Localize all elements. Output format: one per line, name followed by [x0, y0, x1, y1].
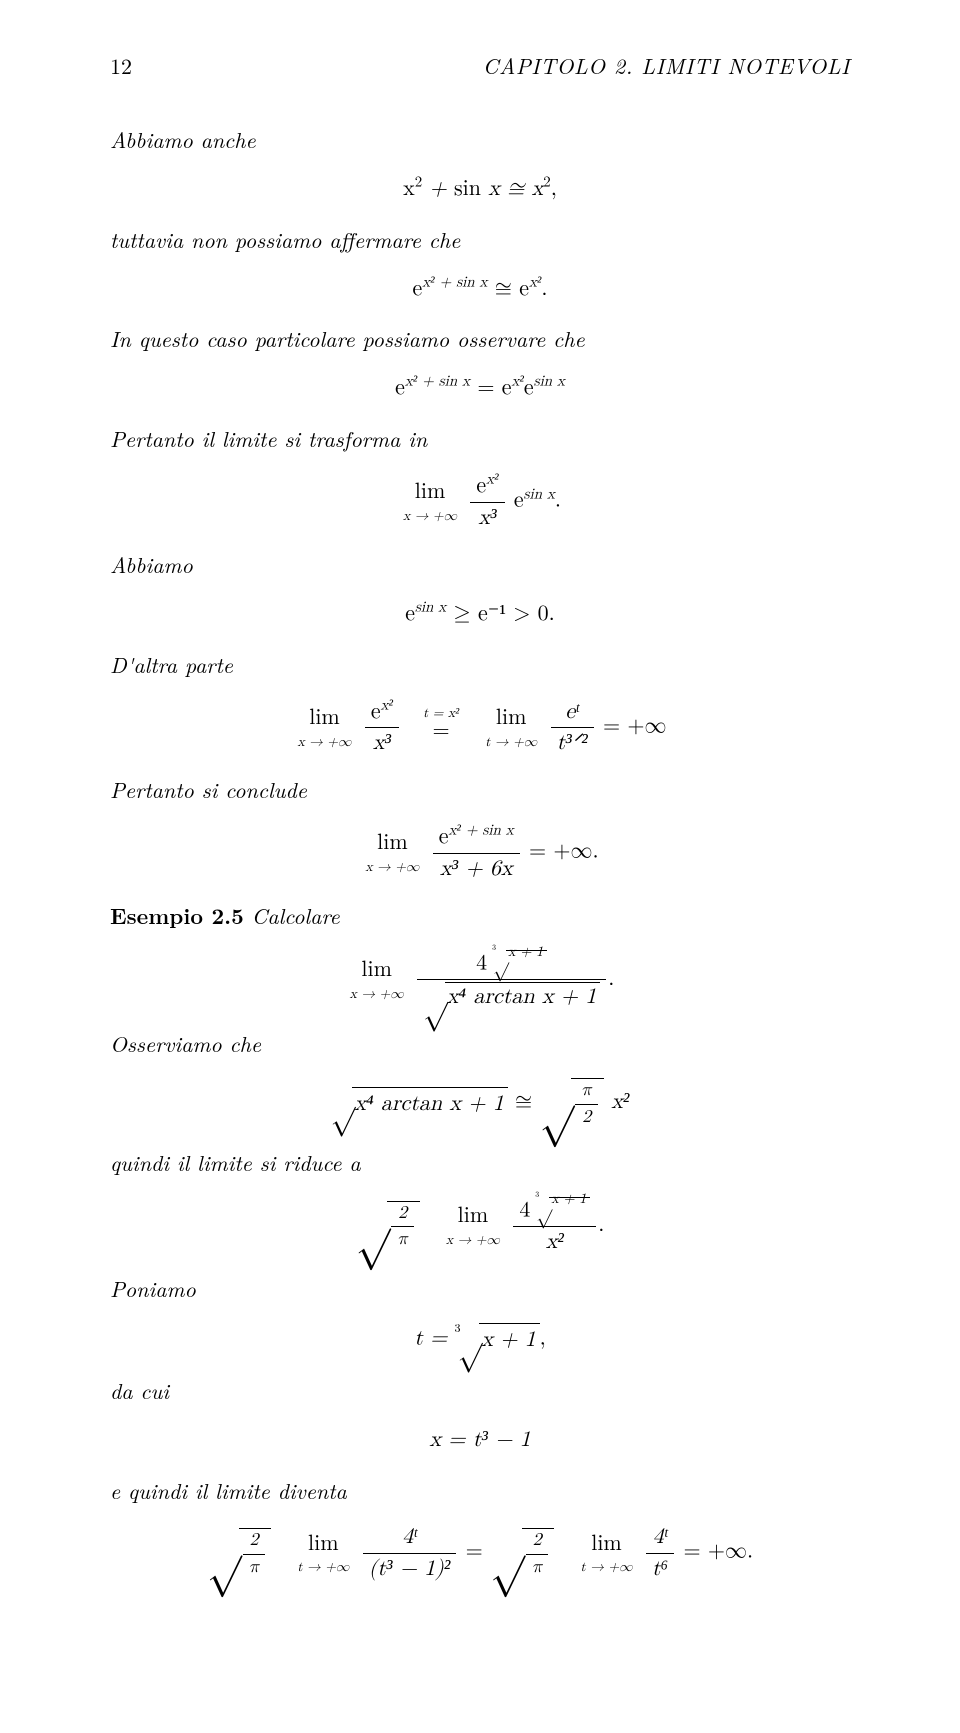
frac-13b: 4ᵗ t⁶: [646, 1524, 674, 1582]
page-number: 12: [110, 50, 132, 82]
den: x³: [470, 503, 504, 531]
lim-op-13b: lim t → +∞: [580, 1529, 632, 1579]
para-6: D'altra parte: [110, 649, 850, 681]
lim-sub: x → +∞: [403, 507, 457, 527]
subst-stack: t = x² =: [423, 707, 459, 749]
rel-9: ≅: [515, 1091, 539, 1113]
para-4: Pertanto il limite si trasforma in: [110, 423, 850, 455]
dot-4: .: [555, 490, 561, 512]
dot: .: [541, 278, 547, 300]
lim-op-13a: lim t → +∞: [297, 1529, 349, 1579]
exp-3c: sin x: [534, 374, 565, 389]
sqrt-13b: √ 2 π: [490, 1528, 554, 1578]
equation-8: lim x → +∞ 4 3 √ x + 1 √ x⁴ arctan x + 1: [110, 950, 850, 1011]
lim-op-10: lim x → +∞: [446, 1201, 500, 1251]
dot-10: .: [598, 1214, 604, 1236]
rel-1: ≅: [495, 278, 519, 300]
para-7: Pertanto si conclude: [110, 774, 850, 806]
sqrt-11: 3 √ x + 1: [455, 1323, 540, 1357]
sqrt-13a: √ 2 π: [207, 1528, 271, 1578]
example-label: Esempio 2.5: [110, 900, 244, 931]
frac-13a: 4ᵗ (t³ − 1)²: [363, 1524, 457, 1582]
frac-7: ex² + sin x x³ + 6x: [433, 824, 520, 882]
frac-8: 4 3 √ x + 1 √ x⁴ arctan x + 1: [417, 950, 606, 1011]
comma-11: ,: [540, 1328, 546, 1350]
para-5: Abbiamo: [110, 549, 850, 581]
fraction: ex² x³: [470, 473, 504, 531]
sqrt-9a: √ x⁴ arctan x + 1: [331, 1087, 508, 1121]
equation-12: x = t³ − 1: [110, 1425, 850, 1457]
lim-op-7: lim x → +∞: [365, 828, 419, 878]
equation-10: √ 2 π lim x → +∞ 4 3 √ x + 1: [110, 1197, 850, 1255]
rhs-5: ≥ e⁻¹ > 0.: [454, 603, 555, 625]
equation-13: √ 2 π lim t → +∞ 4ᵗ (t³ − 1)² = √ 2 π: [110, 1524, 850, 1582]
equation-5: esin x ≥ e⁻¹ > 0.: [110, 599, 850, 631]
eq-13: =: [466, 1541, 490, 1563]
tail-9: x²: [611, 1091, 629, 1113]
e-base: e: [413, 278, 423, 300]
dot-8: .: [608, 968, 614, 990]
num-exp: x²: [486, 472, 498, 487]
equation-11: t = 3 √ x + 1 ,: [110, 1323, 850, 1357]
lim-operator: lim x → +∞: [403, 477, 457, 527]
example-heading: Esempio 2.5 Calcolare: [110, 900, 850, 932]
equation-1: x2 + sin x ≅ x2,: [110, 174, 850, 206]
equation-4: lim x → +∞ ex² x³ esin x.: [110, 473, 850, 531]
exp-1: x² + sin x: [422, 274, 487, 289]
exp-3a: x² + sin x: [405, 374, 470, 389]
lim-op-6a: lim x → +∞: [297, 703, 351, 753]
sqrt-9b: √ π 2: [539, 1078, 603, 1128]
example-text: Calcolare: [244, 900, 340, 931]
page-header: 12 CAPITOLO 2. LIMITI NOTEVOLI: [110, 50, 850, 82]
para-12: da cui: [110, 1375, 850, 1407]
equation-7: lim x → +∞ ex² + sin x x³ + 6x = +∞.: [110, 824, 850, 882]
para-9: Osserviamo che: [110, 1028, 850, 1060]
equation-2: ex² + sin x ≅ ex².: [110, 274, 850, 306]
equation-6: lim x → +∞ ex² x³ t = x² = lim t → +∞ eᵗ…: [110, 699, 850, 757]
frac-10: 4 3 √ x + 1 x²: [513, 1197, 596, 1255]
exp-5: sin x: [415, 599, 446, 614]
lim-op-8: lim x → +∞: [350, 955, 404, 1005]
page: 12 CAPITOLO 2. LIMITI NOTEVOLI Abbiamo a…: [0, 0, 960, 1733]
para-10: quindi il limite si riduce a: [110, 1147, 850, 1179]
lim-label: lim: [403, 477, 457, 509]
chapter-title: CAPITOLO 2. LIMITI NOTEVOLI: [483, 50, 850, 82]
tail-7: = +∞.: [529, 841, 599, 863]
exp-2: x²: [529, 274, 541, 289]
para-13: e quindi il limite diventa: [110, 1475, 850, 1507]
equation-9: √ x⁴ arctan x + 1 ≅ √ π 2 x²: [110, 1078, 850, 1128]
equation-3: ex² + sin x = ex²esin x: [110, 373, 850, 405]
para-1: Abbiamo anche: [110, 124, 850, 156]
tail-exp: sin x: [524, 486, 555, 501]
lim-op-6b: lim t → +∞: [485, 703, 537, 753]
para-3: In questo caso particolare possiamo osse…: [110, 323, 850, 355]
eq-sign: =: [477, 377, 501, 399]
tail-13: = +∞.: [683, 1541, 753, 1563]
lhs-11: t =: [414, 1328, 454, 1350]
sqrt-10: √ 2 π: [356, 1201, 420, 1251]
tail-6: = +∞: [603, 715, 667, 737]
frac-6b: eᵗ t³ᐟ²: [551, 699, 594, 757]
para-11: Poniamo: [110, 1273, 850, 1305]
exp-3b: x²: [512, 374, 524, 389]
para-2: tuttavia non possiamo affermare che: [110, 224, 850, 256]
frac-6a: ex² x³: [365, 699, 399, 757]
